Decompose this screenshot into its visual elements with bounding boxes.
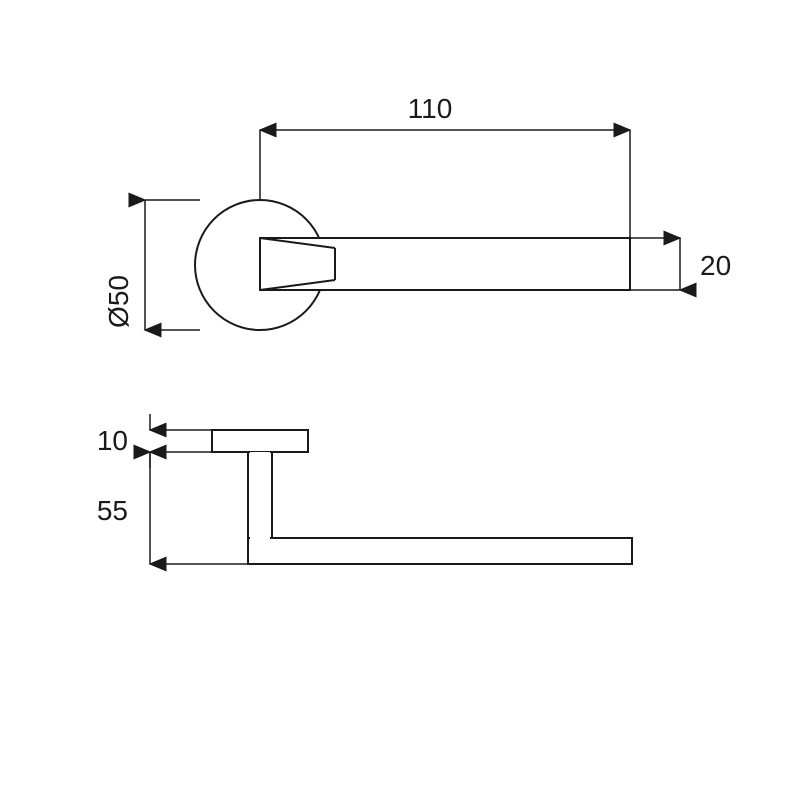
top-view: 10 55	[97, 414, 632, 564]
dim-label-rosethick: 10	[97, 425, 128, 456]
arm	[248, 538, 632, 564]
rose-top	[212, 430, 308, 452]
dim-label-projection: 55	[97, 495, 128, 526]
dim-label-leverheight: 20	[700, 250, 731, 281]
technical-drawing: 110 Ø50 20 10 55	[0, 0, 800, 800]
front-view: 110 Ø50 20	[103, 93, 731, 330]
dim-label-length: 110	[408, 93, 453, 124]
dim-label-diameter: Ø50	[103, 275, 134, 328]
